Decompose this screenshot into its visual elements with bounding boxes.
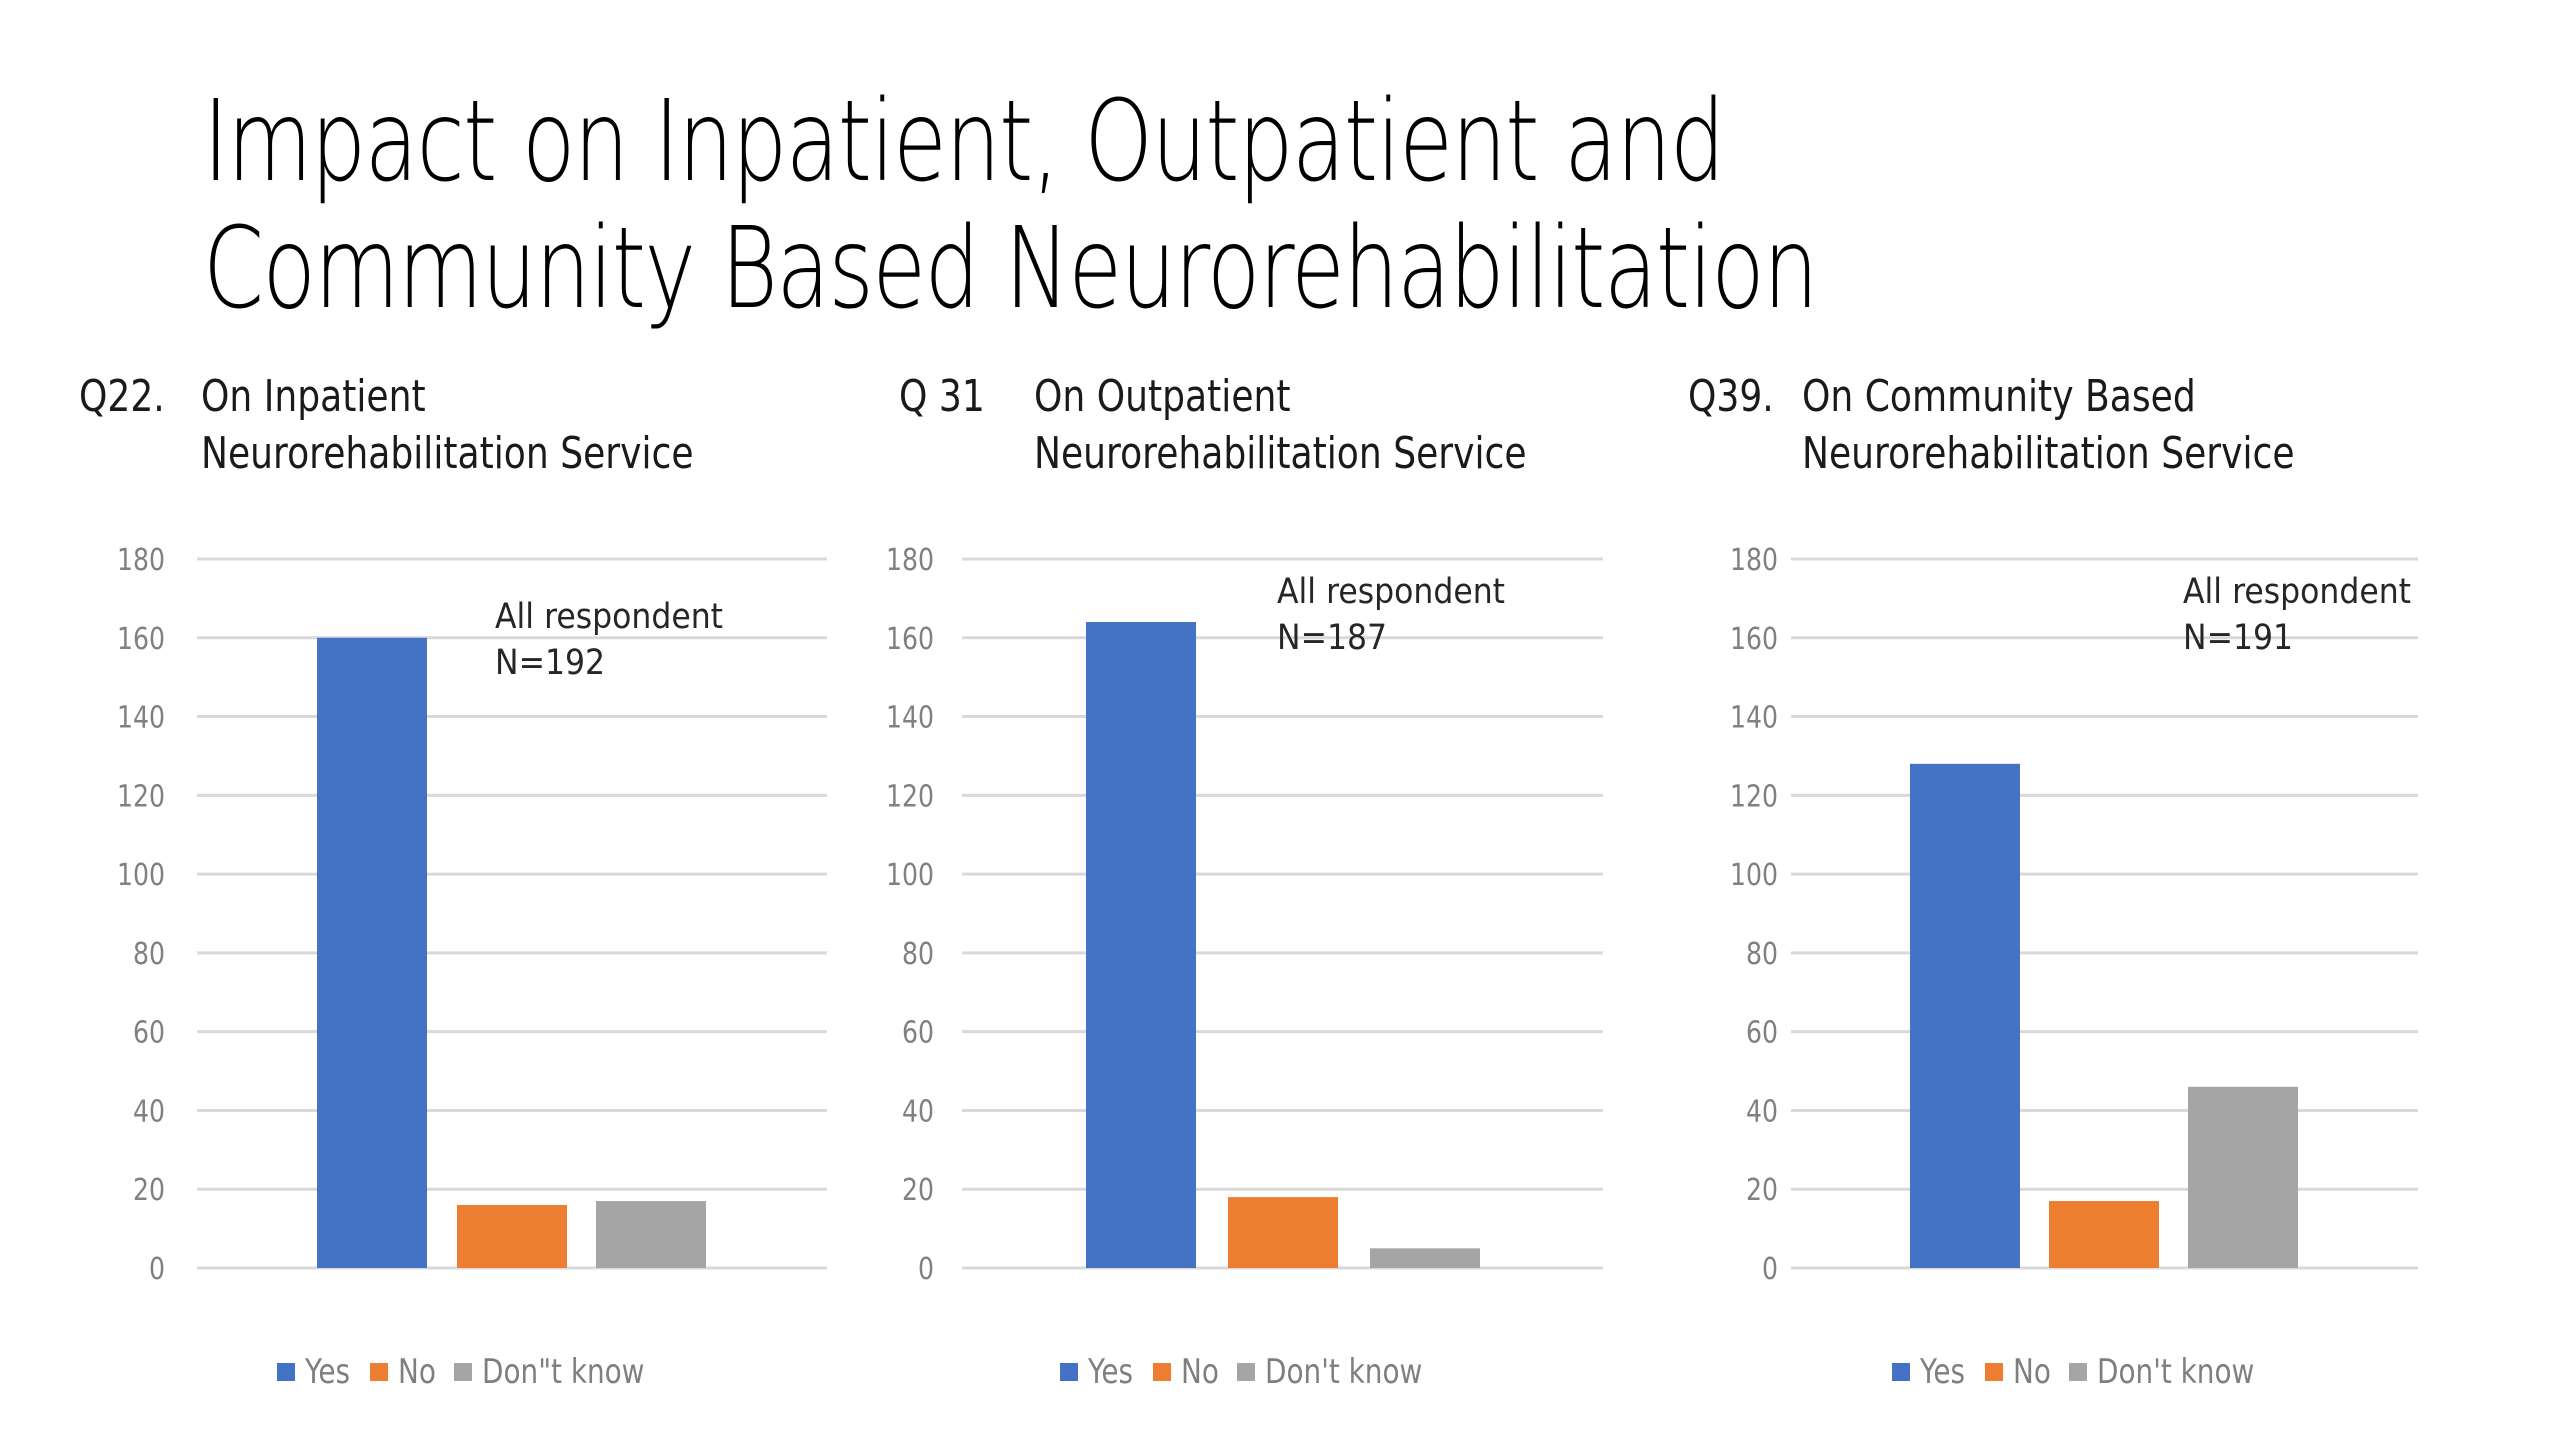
y-tick-label: 120 <box>117 779 165 814</box>
y-tick-label: 40 <box>1746 1094 1778 1129</box>
bar-dont-know <box>2188 1086 2298 1268</box>
chart-3-question-number: Q39. <box>1688 371 1774 422</box>
bar-no <box>1228 1197 1338 1268</box>
y-tick-label: 0 <box>918 1252 934 1287</box>
y-tick-label: 140 <box>886 701 934 736</box>
bar-yes <box>1086 622 1196 1268</box>
chart-1-title-line-2: Neurorehabilitation Service <box>201 428 694 479</box>
chart-2-title-line-2: Neurorehabilitation Service <box>1034 428 1527 479</box>
bar-dont-know <box>1370 1248 1480 1268</box>
legend-label-no: No <box>1180 1352 1219 1392</box>
chart-1-title-line-1: On Inpatient <box>201 371 426 422</box>
legend-swatch-no <box>369 1363 388 1381</box>
y-tick-label: 100 <box>1730 858 1778 893</box>
chart-3-community: 0 20 40 60 80 100 120 140 160 180 <box>1730 543 2418 1287</box>
y-tick-label: 80 <box>133 937 165 972</box>
chart-1-annotation: All respondent N=192 <box>495 594 723 686</box>
y-tick-label: 0 <box>1762 1252 1778 1287</box>
y-tick-label: 40 <box>133 1094 165 1129</box>
legend-item-dont-know: Don"t know <box>454 1352 670 1392</box>
y-tick-label: 160 <box>117 622 165 657</box>
chart-3-annotation-line-2: N=191 <box>2183 618 2294 658</box>
legend-swatch-dont-know <box>2069 1363 2088 1381</box>
y-tick-label: 160 <box>1730 622 1778 657</box>
y-tick-label: 180 <box>117 543 165 578</box>
bar-no <box>2049 1201 2159 1268</box>
chart-2-legend: Yes No Don't know <box>1060 1350 1467 1394</box>
bar-no <box>457 1204 567 1268</box>
legend-item-yes: Yes <box>277 1352 350 1392</box>
legend-item-dont-know: Don't know <box>1237 1352 1447 1392</box>
bar-yes <box>317 637 427 1268</box>
y-tick-label: 60 <box>902 1016 934 1051</box>
y-tick-label: 40 <box>902 1094 934 1129</box>
bar-yes <box>1910 763 2020 1268</box>
chart-2-annotation-line-1: All respondent <box>1277 572 1506 612</box>
legend-label-yes: Yes <box>305 1352 351 1392</box>
y-tick-label: 20 <box>133 1173 165 1208</box>
y-tick-label: 120 <box>886 779 934 814</box>
y-tick-label: 100 <box>117 858 165 893</box>
y-tick-label: 160 <box>886 622 934 657</box>
chart-1-annotation-line-1: All respondent <box>495 597 724 637</box>
y-tick-label: 60 <box>133 1016 165 1051</box>
legend-label-dont-know: Don't know <box>1265 1352 1423 1392</box>
chart-3-annotation-line-1: All respondent <box>2183 572 2412 612</box>
chart-1-question-number: Q22. <box>79 371 165 422</box>
chart-2-outpatient: 0 20 40 60 80 100 120 140 160 180 <box>886 543 1603 1287</box>
y-tick-label: 20 <box>902 1173 934 1208</box>
legend-item-no: No <box>369 1352 436 1392</box>
y-tick-label: 80 <box>1746 937 1778 972</box>
legend-swatch-yes <box>277 1363 295 1381</box>
y-tick-label: 20 <box>1746 1173 1778 1208</box>
chart-2-annotation: All respondent N=187 <box>1277 569 1505 661</box>
legend-swatch-no <box>1152 1363 1171 1381</box>
chart-2-annotation-line-2: N=187 <box>1277 618 1388 658</box>
y-tick-label: 60 <box>1746 1016 1778 1051</box>
slide-title-line-1: Impact on Inpatient, Outpatient and <box>203 77 1725 207</box>
chart-1-annotation-line-2: N=192 <box>495 643 606 683</box>
y-tick-label: 140 <box>1730 701 1778 736</box>
legend-item-yes: Yes <box>1060 1352 1133 1392</box>
legend-label-yes: Yes <box>1088 1352 1134 1392</box>
y-tick-label: 80 <box>902 937 934 972</box>
y-tick-label: 0 <box>149 1252 165 1287</box>
y-tick-label: 140 <box>117 701 165 736</box>
legend-label-no: No <box>2012 1352 2051 1392</box>
legend-label-yes: Yes <box>1920 1352 1966 1392</box>
y-tick-label: 180 <box>1730 543 1778 578</box>
legend-swatch-yes <box>1060 1363 1078 1381</box>
legend-item-dont-know: Don't know <box>2069 1352 2279 1392</box>
legend-swatch-yes <box>1892 1363 1910 1381</box>
y-tick-label: 180 <box>886 543 934 578</box>
legend-label-dont-know: Don"t know <box>482 1352 645 1392</box>
legend-label-no: No <box>397 1352 436 1392</box>
bar-dont-know <box>596 1201 706 1268</box>
chart-2-title-line-1: On Outpatient <box>1034 371 1291 422</box>
legend-item-yes: Yes <box>1892 1352 1965 1392</box>
chart-2-question-number: Q 31 <box>899 371 985 422</box>
y-tick-label: 120 <box>1730 779 1778 814</box>
legend-swatch-dont-know <box>454 1363 473 1381</box>
chart-1-legend: Yes No Don"t know <box>277 1350 690 1394</box>
chart-3-title-line-1: On Community Based <box>1802 371 2196 422</box>
legend-swatch-dont-know <box>1237 1363 1256 1381</box>
y-tick-label: 100 <box>886 858 934 893</box>
chart-3-annotation: All respondent N=191 <box>2183 569 2411 661</box>
chart-3-title-line-2: Neurorehabilitation Service <box>1802 428 2295 479</box>
chart-3-legend: Yes No Don't know <box>1892 1350 2299 1394</box>
slide-title-line-2: Community Based Neurorehabilitation <box>203 204 1819 334</box>
legend-swatch-no <box>1984 1363 2003 1381</box>
chart-1-inpatient: 0 20 40 60 80 100 120 140 160 180 <box>117 543 827 1287</box>
legend-item-no: No <box>1984 1352 2051 1392</box>
legend-label-dont-know: Don't know <box>2097 1352 2255 1392</box>
legend-item-no: No <box>1152 1352 1219 1392</box>
